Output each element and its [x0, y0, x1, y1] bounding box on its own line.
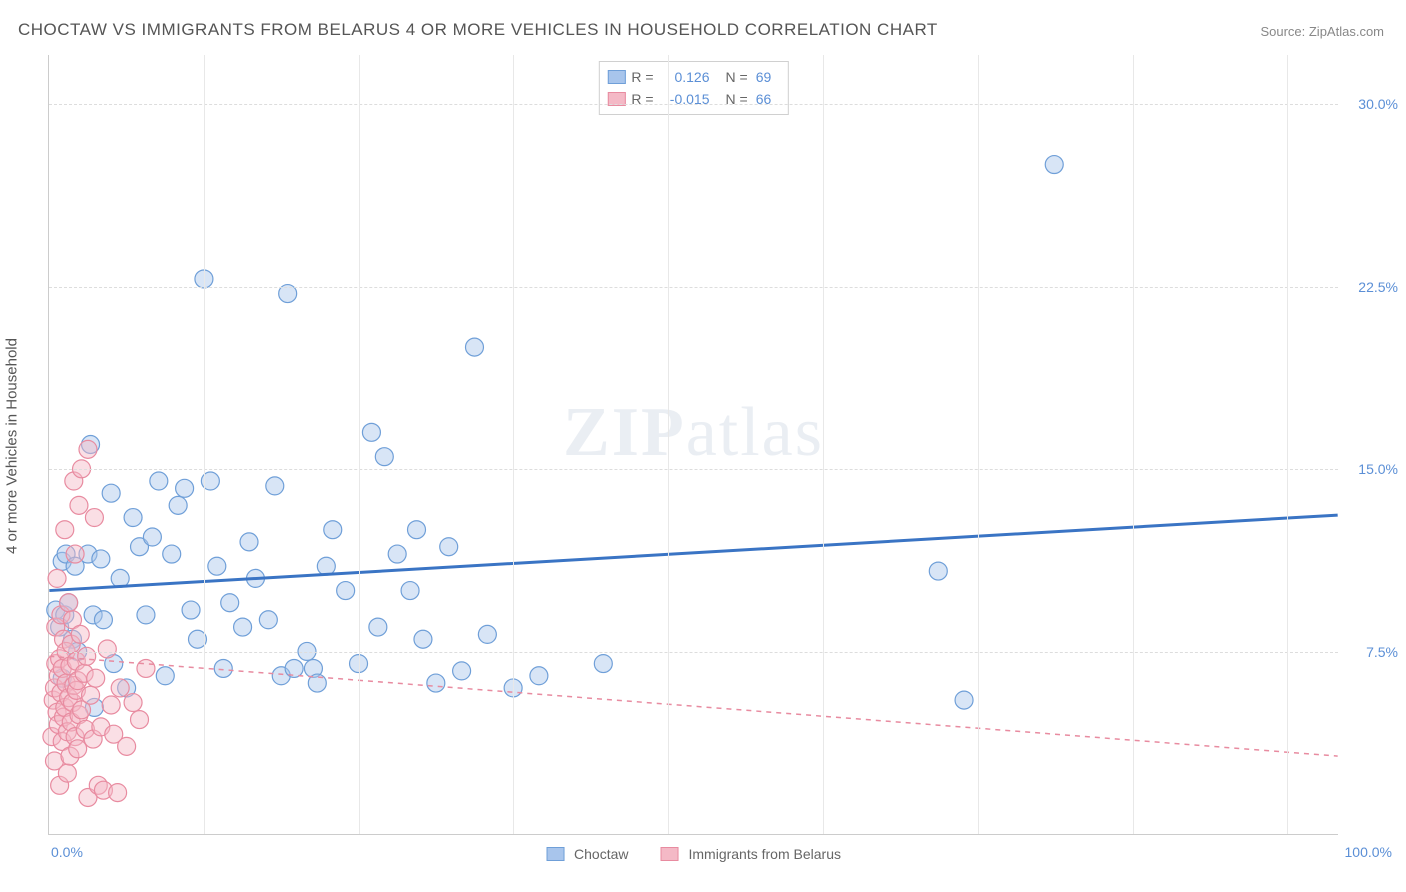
data-point	[118, 737, 136, 755]
gridline	[49, 469, 1338, 470]
data-point	[414, 630, 432, 648]
data-point	[92, 550, 110, 568]
data-point	[137, 659, 155, 677]
y-tick-label: 22.5%	[1343, 279, 1398, 295]
vgridline	[668, 55, 669, 834]
x-tick-label: 100.0%	[1345, 844, 1392, 860]
data-point	[48, 569, 66, 587]
data-point	[60, 594, 78, 612]
data-point	[388, 545, 406, 563]
series-legend: Choctaw Immigrants from Belarus	[546, 846, 841, 862]
data-point	[362, 423, 380, 441]
legend-label-choctaw: Choctaw	[574, 846, 628, 862]
y-tick-label: 15.0%	[1343, 461, 1398, 477]
data-point	[285, 659, 303, 677]
vgridline	[1133, 55, 1134, 834]
vgridline	[359, 55, 360, 834]
data-point	[176, 479, 194, 497]
trend-line	[49, 656, 1337, 756]
data-point	[401, 582, 419, 600]
data-point	[221, 594, 239, 612]
data-point	[408, 521, 426, 539]
data-point	[337, 582, 355, 600]
data-point	[124, 694, 142, 712]
data-point	[594, 655, 612, 673]
data-point	[427, 674, 445, 692]
data-point	[929, 562, 947, 580]
data-point	[150, 472, 168, 490]
data-point	[66, 545, 84, 563]
data-point	[58, 764, 76, 782]
chart-plot-area: ZIPatlas R = 0.126 N = 69 R = -0.015 N =…	[48, 55, 1338, 835]
gridline	[49, 287, 1338, 288]
data-point	[82, 686, 100, 704]
data-point	[102, 696, 120, 714]
legend-label-belarus: Immigrants from Belarus	[688, 846, 840, 862]
data-point	[143, 528, 161, 546]
data-point	[208, 557, 226, 575]
data-point	[71, 625, 89, 643]
data-point	[131, 711, 149, 729]
y-tick-label: 30.0%	[1343, 96, 1398, 112]
data-point	[465, 338, 483, 356]
data-point	[70, 496, 88, 514]
data-point	[169, 496, 187, 514]
data-point	[102, 484, 120, 502]
data-point	[124, 509, 142, 527]
vgridline	[513, 55, 514, 834]
data-point	[85, 509, 103, 527]
data-point	[109, 784, 127, 802]
data-point	[94, 611, 112, 629]
vgridline	[978, 55, 979, 834]
data-point	[78, 647, 96, 665]
data-point	[453, 662, 471, 680]
x-tick-label: 0.0%	[51, 844, 83, 860]
data-point	[234, 618, 252, 636]
gridline	[49, 104, 1338, 105]
data-point	[98, 640, 116, 658]
y-tick-label: 7.5%	[1343, 644, 1398, 660]
data-point	[530, 667, 548, 685]
vgridline	[204, 55, 205, 834]
y-axis-label: 4 or more Vehicles in Household	[4, 338, 21, 554]
vgridline	[1287, 55, 1288, 834]
data-point	[56, 521, 74, 539]
legend-swatch-choctaw	[546, 847, 564, 861]
source-attribution: Source: ZipAtlas.com	[1260, 24, 1384, 39]
data-point	[79, 440, 97, 458]
gridline	[49, 652, 1338, 653]
data-point	[266, 477, 284, 495]
data-point	[240, 533, 258, 551]
chart-title: CHOCTAW VS IMMIGRANTS FROM BELARUS 4 OR …	[18, 20, 938, 40]
data-point	[478, 625, 496, 643]
data-point	[137, 606, 155, 624]
scatter-plot-svg	[49, 55, 1338, 834]
data-point	[163, 545, 181, 563]
data-point	[87, 669, 105, 687]
legend-swatch-belarus	[660, 847, 678, 861]
data-point	[369, 618, 387, 636]
data-point	[324, 521, 342, 539]
data-point	[111, 679, 129, 697]
vgridline	[823, 55, 824, 834]
data-point	[69, 740, 87, 758]
trend-line	[49, 515, 1337, 590]
data-point	[375, 448, 393, 466]
data-point	[955, 691, 973, 709]
data-point	[182, 601, 200, 619]
data-point	[156, 667, 174, 685]
data-point	[214, 659, 232, 677]
data-point	[1045, 156, 1063, 174]
data-point	[440, 538, 458, 556]
data-point	[259, 611, 277, 629]
